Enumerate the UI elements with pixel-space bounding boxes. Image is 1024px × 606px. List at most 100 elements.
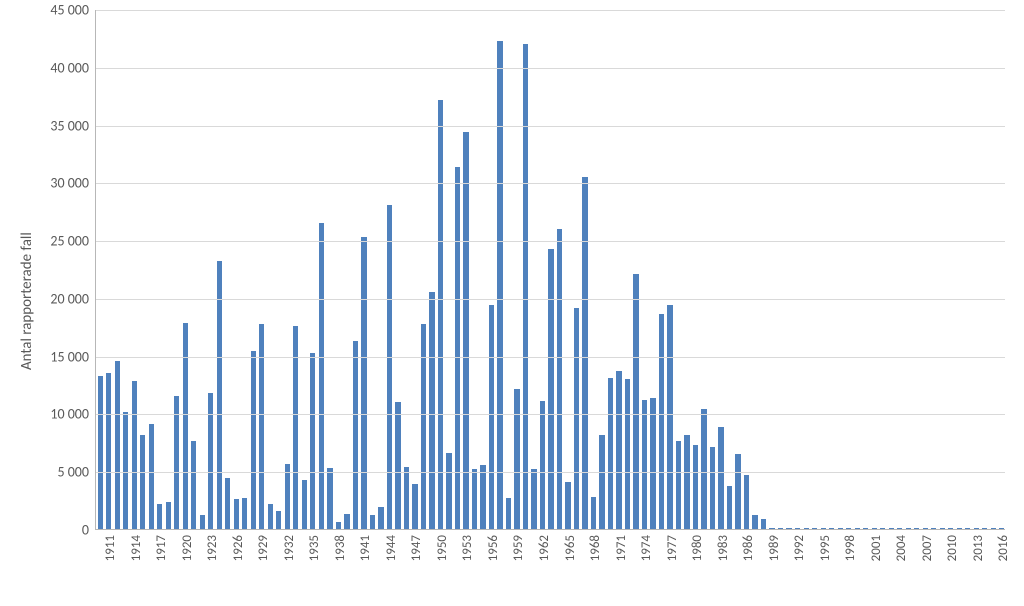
y-tick-label: 25 000 — [9, 233, 89, 250]
bar — [395, 402, 400, 529]
x-tick-label: 1911 — [103, 535, 118, 561]
gridline — [96, 299, 1005, 300]
bar — [999, 528, 1004, 529]
x-tick-label: 1980 — [690, 535, 705, 561]
bar — [557, 229, 562, 529]
bar — [98, 376, 103, 529]
x-tick-label: 1932 — [282, 535, 297, 561]
bar — [693, 445, 698, 529]
x-tick-label: 1986 — [741, 535, 756, 561]
bar-chart: Antal rapporterade fall 05 00010 00015 0… — [0, 0, 1024, 606]
bar — [472, 469, 477, 529]
bar — [480, 465, 485, 529]
bar — [514, 389, 519, 529]
x-tick-label: 1953 — [460, 535, 475, 561]
bar — [404, 467, 409, 529]
bar — [191, 441, 196, 529]
x-tick-label: 1989 — [767, 535, 782, 561]
x-tick-label: 1995 — [818, 535, 833, 561]
bars-container — [96, 10, 1005, 529]
bar — [659, 314, 664, 529]
bar — [242, 498, 247, 529]
bar — [217, 261, 222, 529]
bar — [582, 177, 587, 529]
bar — [599, 435, 604, 529]
x-tick-label: 1998 — [843, 535, 858, 561]
bar — [259, 324, 264, 529]
bar — [166, 502, 171, 529]
bar — [940, 528, 945, 529]
bar — [821, 528, 826, 529]
bar — [378, 507, 383, 529]
x-tick-label: 1971 — [614, 535, 629, 561]
bar — [149, 424, 154, 529]
bar — [446, 453, 451, 529]
bar — [710, 447, 715, 529]
bar — [115, 361, 120, 529]
x-tick-label: 1959 — [511, 535, 526, 561]
x-tick-label: 1914 — [129, 535, 144, 561]
y-tick-label: 5 000 — [9, 464, 89, 481]
bar — [106, 373, 111, 529]
bar — [684, 435, 689, 529]
bar — [251, 351, 256, 529]
x-tick-label: 1965 — [563, 535, 578, 561]
bar — [157, 504, 162, 529]
bar — [795, 528, 800, 529]
bar — [412, 484, 417, 529]
bar — [268, 504, 273, 529]
bar — [302, 480, 307, 529]
bar — [804, 528, 809, 529]
bar — [838, 528, 843, 529]
bar — [387, 205, 392, 529]
y-tick-label: 40 000 — [9, 59, 89, 76]
bar — [497, 41, 502, 529]
x-tick-label: 1920 — [180, 535, 195, 561]
y-tick-label: 45 000 — [9, 2, 89, 19]
gridline — [96, 472, 1005, 473]
bar — [574, 308, 579, 529]
bar — [531, 469, 536, 529]
bar — [455, 167, 460, 529]
bar — [208, 393, 213, 529]
bar — [872, 528, 877, 529]
bar — [625, 379, 630, 529]
y-tick-label: 20 000 — [9, 290, 89, 307]
x-tick-label: 2001 — [869, 535, 884, 561]
y-tick-label: 30 000 — [9, 175, 89, 192]
bar — [931, 528, 936, 529]
x-tick-label: 1983 — [716, 535, 731, 561]
gridline — [96, 183, 1005, 184]
bar — [718, 427, 723, 529]
gridline — [96, 68, 1005, 69]
gridline — [96, 126, 1005, 127]
bar — [353, 341, 358, 529]
bar — [991, 528, 996, 529]
bar — [923, 528, 928, 529]
gridline — [96, 357, 1005, 358]
bar — [463, 132, 468, 530]
x-tick-label: 1926 — [231, 535, 246, 561]
bar — [982, 528, 987, 529]
bar — [608, 378, 613, 529]
x-tick-label: 2004 — [894, 535, 909, 561]
x-tick-label: 2007 — [920, 535, 935, 561]
y-tick-label: 15 000 — [9, 348, 89, 365]
x-tick-label: 1962 — [537, 535, 552, 561]
plot-area — [95, 10, 1005, 530]
bar — [523, 44, 528, 529]
x-tick-label: 1917 — [154, 535, 169, 561]
bar — [889, 528, 894, 529]
bar — [786, 528, 791, 529]
y-tick-label: 0 — [9, 522, 89, 539]
bar — [906, 528, 911, 529]
bar — [761, 519, 766, 529]
x-tick-label: 1950 — [435, 535, 450, 561]
bar — [174, 396, 179, 529]
bar — [225, 478, 230, 529]
gridline — [96, 414, 1005, 415]
x-tick-label: 2010 — [945, 535, 960, 561]
x-tick-labels: 1911191419171920192319261929193219351938… — [95, 532, 1005, 602]
bar — [812, 528, 817, 529]
bar — [565, 482, 570, 529]
